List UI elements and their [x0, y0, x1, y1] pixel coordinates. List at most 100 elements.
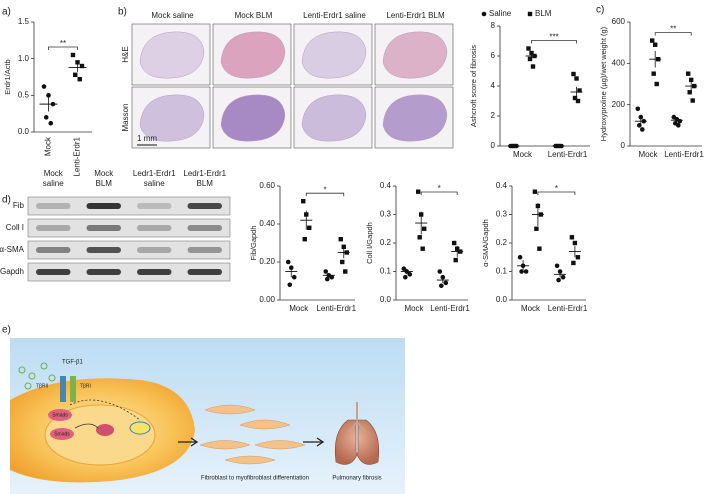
- data-point: [41, 84, 47, 89]
- data-point: [677, 118, 683, 124]
- data-point: [534, 226, 539, 231]
- y-tick-label: 0.2: [380, 238, 392, 247]
- y-tick-label: 0.3: [380, 210, 392, 219]
- data-point: [70, 52, 76, 58]
- data-point: [329, 274, 335, 280]
- data-point: [443, 280, 449, 286]
- y-tick-label: 0.0: [496, 295, 508, 304]
- y-axis-label: Hydroxyproline (µg)/wet weight (g): [599, 26, 608, 141]
- significance-label: **: [670, 25, 676, 34]
- panel-label: e): [2, 325, 11, 336]
- label: Smads: [54, 431, 70, 437]
- y-axis-label: Fib/Gapdh: [249, 225, 258, 260]
- x-tick-label: Mock: [289, 304, 309, 313]
- label: TβRI: [80, 383, 91, 389]
- band: [187, 269, 222, 275]
- x-tick-label: Lenti-Erdr1: [548, 150, 588, 159]
- legend-label: BLM: [535, 9, 552, 18]
- column-label: BLM: [197, 179, 214, 188]
- data-point: [556, 277, 561, 283]
- data-point: [301, 199, 306, 204]
- y-tick-label: 4: [491, 81, 496, 90]
- significance-label: *: [438, 184, 441, 193]
- row-label: Coll I: [6, 223, 24, 232]
- data-point: [575, 255, 581, 260]
- y-tick-label: 0.1: [380, 267, 392, 276]
- label: Smads: [52, 412, 68, 418]
- receptor: [60, 376, 66, 402]
- y-tick-label: 0.40: [259, 219, 275, 228]
- data-point: [532, 189, 538, 194]
- data-point: [517, 254, 523, 260]
- y-tick-label: 0.0: [18, 127, 30, 136]
- column-label: Ledr1-Erdr1: [183, 169, 226, 178]
- row-label: α-SMA: [0, 245, 25, 254]
- panel-label: c): [596, 5, 604, 16]
- significance-label: *: [323, 185, 326, 194]
- data-point: [571, 260, 576, 266]
- data-point: [523, 269, 529, 274]
- data-point: [571, 71, 576, 77]
- band: [187, 247, 222, 253]
- data-point: [417, 235, 422, 240]
- y-tick-label: 8: [491, 21, 496, 30]
- x-tick-label: Lenti-Erdr1: [73, 136, 82, 176]
- band: [36, 203, 71, 209]
- smad: [50, 428, 74, 440]
- lung-section: [220, 94, 286, 142]
- band: [36, 269, 71, 275]
- data-point: [575, 98, 581, 104]
- row-label: H&E: [121, 46, 130, 62]
- data-point: [537, 246, 542, 251]
- y-axis-label: α-SMA/Gapdh: [481, 219, 490, 267]
- legend-label: Saline: [489, 9, 512, 18]
- x-tick-label: Lenti-Erdr1: [430, 304, 470, 313]
- data-point: [638, 114, 644, 120]
- significance-bracket: [537, 191, 576, 195]
- data-point: [690, 98, 695, 103]
- y-tick-label: 0: [491, 141, 496, 150]
- data-point: [77, 77, 82, 82]
- data-point: [73, 72, 78, 77]
- x-tick-label: Mock: [44, 136, 53, 156]
- data-point: [403, 274, 408, 280]
- data-point: [416, 189, 421, 194]
- data-point: [650, 38, 655, 43]
- data-point: [686, 71, 691, 76]
- data-point: [437, 269, 443, 274]
- y-tick-label: 0.4: [380, 181, 392, 190]
- x-tick-label: Lenti-Erdr1: [316, 304, 356, 313]
- band: [137, 247, 172, 253]
- data-point: [340, 259, 345, 265]
- axis: [395, 186, 468, 301]
- y-tick-label: 0.00: [259, 295, 275, 304]
- nucleus: [44, 404, 156, 466]
- significance-bracket: [420, 191, 458, 195]
- y-tick-label: 0: [621, 141, 626, 150]
- data-point: [302, 237, 307, 242]
- band: [137, 225, 172, 231]
- y-tick-label: 1.5: [18, 17, 30, 26]
- significance-bracket: [531, 40, 577, 44]
- data-point: [401, 266, 407, 271]
- column-label: Mock: [94, 169, 114, 178]
- label: TGF-β1: [62, 360, 83, 366]
- column-label: Mock saline: [151, 11, 194, 20]
- significance-bracket: [654, 32, 692, 36]
- column-label: BLM: [96, 179, 113, 188]
- data-point: [420, 246, 425, 251]
- y-tick-label: 0.0: [380, 295, 392, 304]
- data-point: [577, 88, 582, 93]
- row-label: Masson: [121, 103, 130, 131]
- data-point: [48, 120, 54, 126]
- data-point: [530, 64, 536, 69]
- data-point: [635, 106, 641, 112]
- legend-marker: [481, 11, 487, 17]
- band: [86, 203, 121, 209]
- lung-section: [220, 31, 286, 79]
- data-point: [75, 60, 80, 65]
- panel-label: a): [2, 7, 11, 18]
- axis: [279, 186, 355, 301]
- data-point: [343, 269, 348, 274]
- column-label: saline: [144, 179, 165, 188]
